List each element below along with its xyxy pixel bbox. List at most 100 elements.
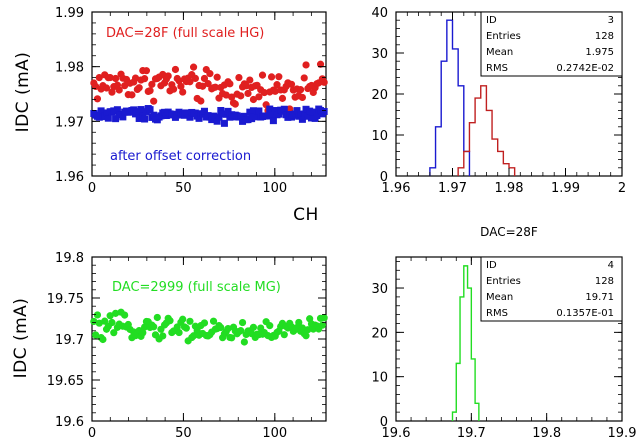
data-point: [237, 327, 245, 335]
data-point: [93, 95, 102, 103]
scatter-hg-annotation-offset: after offset correction: [110, 149, 251, 164]
data-point: [246, 76, 254, 84]
y-tick-label: 40: [371, 6, 388, 21]
data-point: [175, 328, 183, 337]
y-tick-label: 1.99: [55, 6, 84, 21]
stat-key: RMS: [486, 63, 508, 74]
scatter-hg-panel: 0 50 100 1.96 1.97 1.98 1.99 DAC=28F (full sca…: [13, 6, 328, 225]
data-point: [186, 78, 194, 86]
x-tick-label: 1.96: [382, 181, 411, 196]
histogram-bin: [503, 164, 509, 176]
histogram-bin: [492, 139, 498, 176]
x-tick-label: 1.99: [551, 181, 580, 196]
data-point: [153, 313, 161, 322]
data-point: [170, 85, 178, 93]
histogram-bin: [436, 127, 442, 176]
data-point: [240, 338, 248, 346]
stat-key: RMS: [486, 308, 508, 319]
data-point: [200, 319, 209, 327]
histogram-bin: [453, 49, 459, 176]
scatter-mg-annotation-dac: DAC=2999 (full scale MG): [112, 280, 281, 295]
data-point: [249, 323, 258, 331]
x-tick-label: 1.97: [438, 181, 467, 196]
stat-key: Mean: [486, 47, 513, 58]
y-tick-label: 0: [380, 415, 388, 430]
scatter-hg-annotation-dac: DAC=28F (full scale HG): [106, 26, 264, 41]
hist-mg-statbox: ID 4 Entries 128 Mean 19.71 RMS 0.1357E-…: [480, 256, 623, 322]
y-tick-label: 10: [371, 371, 388, 386]
data-point: [273, 81, 281, 89]
stat-value: 3: [608, 15, 614, 26]
y-tick-label: 1.96: [55, 170, 84, 185]
histogram-bin: [441, 61, 447, 176]
histogram-bin: [460, 297, 464, 421]
data-point: [197, 97, 205, 105]
data-point: [320, 78, 328, 86]
data-point: [148, 80, 156, 88]
x-tick-label: 2: [618, 181, 626, 196]
data-point: [112, 115, 120, 123]
stat-value: 128: [595, 31, 614, 42]
data-point: [111, 74, 120, 83]
data-point: [228, 334, 236, 342]
stat-key: ID: [486, 260, 497, 271]
data-point: [238, 318, 247, 327]
stat-value: 19.71: [585, 292, 614, 303]
y-tick-label: 1.98: [55, 61, 84, 76]
x-tick-label: 19.9: [608, 426, 636, 441]
data-point: [110, 329, 118, 337]
data-point: [295, 318, 303, 327]
x-tick-label: 19.7: [457, 426, 486, 441]
x-tick-label: 100: [262, 426, 287, 441]
data-point: [255, 93, 263, 101]
data-point: [146, 87, 154, 95]
x-tick-label: 0: [88, 426, 96, 441]
data-point: [93, 311, 102, 319]
data-point: [150, 97, 158, 105]
stat-value: 4: [608, 260, 614, 271]
x-tick-label: 50: [175, 181, 192, 196]
scatter-mg-ticks: 0 50 100 19.6 19.65 19.7 19.75 19.8: [47, 251, 326, 441]
histogram-bin: [458, 86, 464, 176]
data-point: [191, 74, 199, 82]
data-point: [182, 324, 190, 332]
data-point: [121, 311, 129, 319]
data-point: [146, 106, 154, 114]
data-point: [235, 73, 243, 82]
histogram-bin: [468, 288, 472, 421]
x-tick-label: 100: [262, 181, 287, 196]
hist-hg-bars: [429, 19, 516, 176]
data-point: [150, 323, 158, 331]
scatter-hg-xlabel: CH: [293, 205, 319, 225]
scatter-hg-frame: [91, 11, 327, 177]
data-point: [128, 91, 136, 99]
data-point: [226, 80, 234, 88]
histogram-bin: [464, 266, 468, 421]
data-point: [189, 63, 198, 71]
data-point: [204, 80, 212, 88]
data-point: [179, 88, 187, 96]
data-point: [280, 331, 288, 339]
stat-key: ID: [486, 15, 497, 26]
data-point: [217, 323, 225, 332]
data-point: [244, 89, 252, 98]
data-point: [266, 322, 274, 330]
data-point: [159, 332, 167, 340]
histogram-bin: [458, 168, 464, 176]
data-point: [302, 61, 310, 69]
y-tick-label: 19.8: [55, 251, 84, 266]
data-point: [300, 74, 308, 82]
data-point: [278, 94, 287, 102]
histogram-bin: [475, 403, 479, 421]
data-point: [102, 84, 111, 92]
data-point: [269, 117, 277, 125]
scatter-mg-points: [90, 308, 328, 346]
data-point: [298, 93, 307, 102]
hist-mg-bars: [451, 265, 480, 421]
data-point: [209, 317, 218, 325]
data-point: [213, 73, 221, 81]
histogram-bin: [464, 151, 470, 176]
data-point: [171, 65, 180, 74]
stat-value: 1.975: [585, 47, 614, 58]
